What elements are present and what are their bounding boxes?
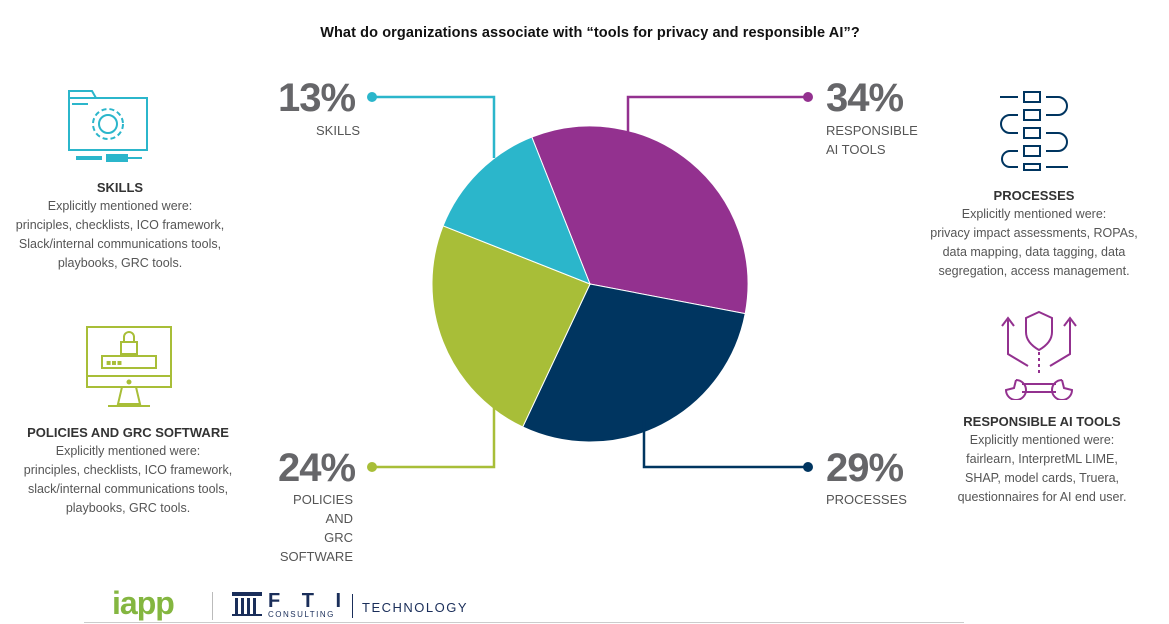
leader-dot-responsible	[803, 92, 813, 102]
slice-label-responsible-line2: AI TOOLS	[826, 142, 886, 157]
pct-label-responsible: 34%	[826, 76, 904, 120]
slice-label-processes-line1: PROCESSES	[826, 492, 907, 507]
folder-gear-screwdriver-icon	[68, 90, 148, 162]
slice-label-processes: PROCESSES	[826, 490, 907, 509]
pie-slice-responsible-ai-tools	[531, 125, 749, 315]
pie-slices	[431, 125, 749, 443]
leader-line-responsible	[626, 95, 808, 132]
slice-label-responsible-line1: RESPONSIBLE	[826, 123, 918, 138]
leader-dot-policies	[367, 462, 377, 472]
leader-dot-processes	[803, 462, 813, 472]
leader-line-policies	[372, 400, 496, 469]
category-responsible: RESPONSIBLE AI TOOLS Explicitly mentione…	[922, 412, 1162, 507]
process-flow-icon	[1000, 91, 1068, 171]
pie-slice-policies-and-grc-software	[431, 225, 591, 428]
fti-logo-text: F T I	[268, 590, 350, 612]
monitor-lock-icon: ▪▪▪	[86, 326, 172, 407]
fti-consulting-text: CONSULTING	[268, 610, 335, 619]
category-responsible-description: Explicitly mentioned were: fairlearn, In…	[957, 433, 1127, 504]
category-processes: PROCESSES Explicitly mentioned were: pri…	[914, 186, 1154, 281]
footer-rule	[84, 622, 964, 623]
pct-label-processes: 29%	[826, 446, 904, 490]
slice-label-responsible: RESPONSIBLE AI TOOLS	[826, 121, 918, 159]
chart-title: What do organizations associate with “to…	[320, 25, 860, 41]
slice-label-policies-line2: GRC SOFTWARE	[279, 530, 353, 564]
slice-label-policies-line1: POLICIES AND	[293, 492, 353, 526]
pie-slice-processes	[522, 283, 746, 443]
pct-label-policies: 24%	[278, 446, 356, 490]
leader-dot-skills	[367, 92, 377, 102]
iapp-logo: iapp	[112, 585, 175, 621]
category-processes-description: Explicitly mentioned were: privacy impac…	[930, 207, 1138, 278]
category-processes-title: PROCESSES	[993, 188, 1075, 203]
fti-divider	[352, 594, 353, 618]
pie-slice-skills	[442, 136, 591, 285]
category-policies-description: Explicitly mentioned were: principles, c…	[23, 444, 233, 515]
svg-text:▪▪▪: ▪▪▪	[106, 358, 122, 367]
fti-technology-text: TECHNOLOGY	[362, 600, 469, 615]
category-skills: SKILLS Explicitly mentioned were: princi…	[0, 178, 240, 273]
slice-label-skills: SKILLS	[316, 121, 360, 140]
footer-separator	[212, 592, 213, 620]
slice-label-skills-line1: SKILLS	[316, 123, 361, 138]
pct-label-skills: 13%	[278, 76, 356, 120]
category-policies-title: POLICIES AND GRC SOFTWARE	[27, 425, 229, 440]
shield-wrench-icon	[1001, 310, 1077, 400]
leader-line-skills	[372, 95, 496, 158]
slice-label-policies: POLICIES AND GRC SOFTWARE	[265, 490, 353, 566]
category-policies: POLICIES AND GRC SOFTWARE Explicitly men…	[4, 423, 252, 518]
leader-line-processes	[642, 420, 808, 469]
category-skills-description: Explicitly mentioned were: principles, c…	[15, 199, 225, 270]
category-skills-title: SKILLS	[96, 180, 144, 195]
fti-building-icon	[232, 592, 262, 616]
leader-lines	[367, 92, 813, 472]
category-responsible-title: RESPONSIBLE AI TOOLS	[963, 414, 1121, 429]
